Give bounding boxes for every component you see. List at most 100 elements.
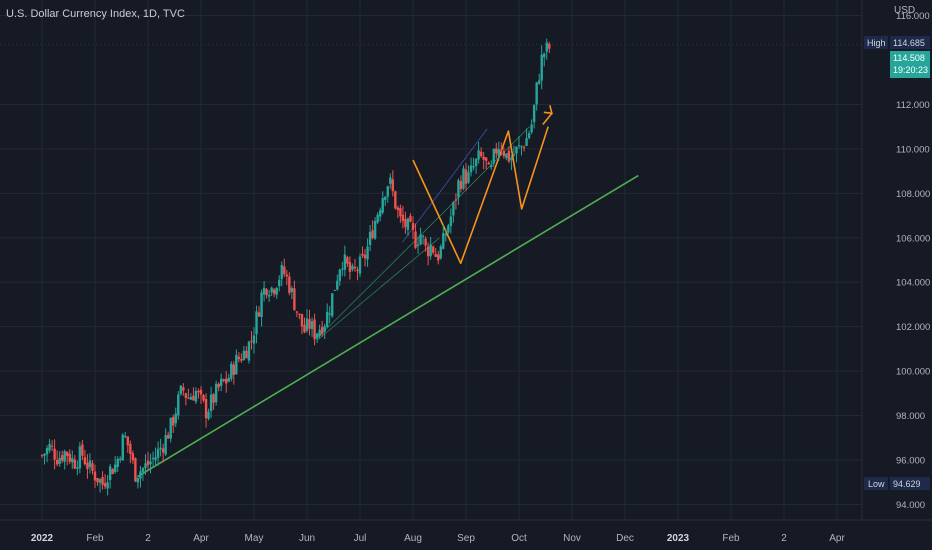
candle-body [58, 457, 61, 465]
y-tick-label: 106.000 [896, 233, 930, 244]
candle-body [182, 387, 185, 391]
candle-body [159, 447, 162, 450]
candle-body [257, 312, 261, 317]
candle-body [240, 359, 243, 361]
candle-body [272, 289, 276, 294]
candle-body [43, 453, 46, 456]
x-tick-label: Nov [563, 533, 581, 544]
candle-body [313, 319, 316, 340]
candle-body [404, 219, 407, 227]
candle-body [305, 318, 309, 331]
candle-body [424, 238, 427, 246]
candle-body [500, 149, 503, 151]
candle-body [366, 246, 369, 260]
grid [0, 0, 862, 520]
candle-body [174, 413, 177, 424]
candle-body [156, 448, 160, 458]
low-label: Low [868, 479, 885, 489]
candle-body [290, 288, 294, 292]
x-tick-label: 2 [781, 533, 787, 544]
candle-body [346, 257, 349, 264]
trendline-thin-2 [317, 237, 440, 341]
candle-body [331, 293, 334, 317]
candle-body [288, 276, 291, 294]
candle-body [449, 216, 453, 226]
candle-body [189, 397, 193, 400]
x-tick-label: Sep [457, 533, 475, 544]
candle-body [505, 153, 508, 159]
candle-body [298, 313, 301, 315]
candle-body [545, 42, 548, 52]
candle-body [260, 292, 263, 318]
candle-body [515, 146, 518, 154]
candle-body [214, 384, 218, 403]
candle-body [434, 253, 437, 257]
candle-body [525, 138, 528, 146]
candle-body [535, 82, 538, 105]
x-tick-label: 2022 [31, 533, 54, 544]
candle-body [384, 196, 387, 201]
candle-body [199, 389, 203, 395]
candle-body [459, 181, 463, 190]
candle-body [68, 453, 71, 462]
candle-body [50, 445, 54, 447]
candle-body [63, 451, 66, 462]
candle-body [381, 198, 384, 213]
candle-body [444, 234, 448, 236]
last-price-box [890, 51, 930, 78]
candle-body [73, 459, 77, 469]
candle-body [121, 434, 124, 461]
candle-body [285, 274, 289, 277]
time-axis[interactable]: 2022 Feb 2 Apr May Jun Jul Aug Sep Oct Nov Dec 2023 F… [31, 533, 846, 544]
candle-body [141, 468, 145, 472]
y-tick-label: 96.000 [896, 456, 925, 467]
candle-body [308, 319, 311, 329]
candle-body [447, 225, 450, 233]
candle-body [414, 231, 417, 248]
candle-body [303, 325, 306, 333]
candle-body [454, 199, 458, 201]
y-tick-label: 110.000 [896, 144, 930, 155]
candle-body [356, 269, 359, 271]
candle-body [255, 311, 258, 335]
y-tick-label: 100.000 [896, 367, 930, 378]
candle-body [338, 269, 342, 281]
candle-body [325, 311, 329, 327]
candle-body [442, 232, 445, 249]
candle-body [136, 477, 140, 483]
candle-body [40, 455, 44, 457]
candle-body [247, 341, 251, 361]
price-axis[interactable]: 116.000 112.000 110.000 108.000 106.000 104.0… [896, 11, 930, 511]
candle-body [431, 246, 435, 253]
candle-body [532, 105, 536, 123]
candle-body [71, 458, 74, 463]
y-tick-label: 94.000 [896, 500, 925, 511]
candle-body [520, 146, 523, 148]
candle-body [212, 394, 215, 403]
y-tick-label: 116.000 [896, 11, 930, 22]
candle-body [53, 448, 56, 460]
candle-body [537, 80, 541, 84]
candle-body [103, 483, 107, 487]
x-tick-label: Jul [354, 533, 367, 544]
candle-body [262, 287, 266, 295]
candle-body [517, 145, 521, 147]
candle-body [333, 289, 336, 291]
candle-body [300, 313, 304, 327]
candle-body [543, 53, 546, 58]
candle-body [376, 214, 379, 223]
high-marker: High 114.685 [864, 36, 930, 49]
candle-body [512, 154, 516, 156]
candle-body [527, 133, 531, 138]
candle-body [131, 453, 135, 461]
candle-body [86, 462, 89, 470]
candle-body [146, 460, 150, 466]
candle-body [479, 151, 483, 157]
candle-body [154, 457, 157, 461]
candle-body [113, 464, 117, 473]
high-label: High [867, 38, 886, 48]
candle-body [93, 471, 97, 481]
candle-body [502, 151, 506, 157]
candle-body [252, 335, 256, 344]
